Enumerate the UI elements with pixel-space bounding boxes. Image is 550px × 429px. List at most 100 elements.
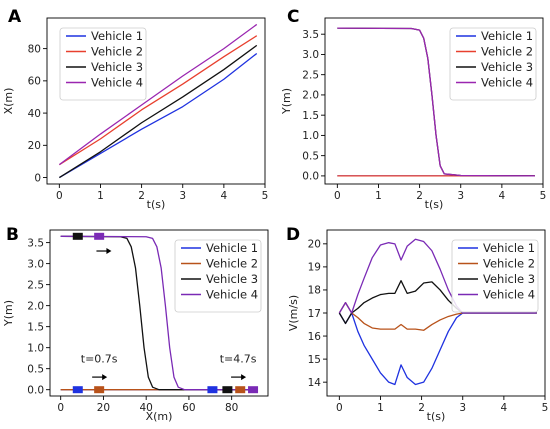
time-annotation: t=0.7s — [81, 352, 118, 365]
x-tick-label: 5 — [542, 402, 549, 414]
panel-label: C — [287, 7, 299, 27]
series-line-vehicle-2 — [338, 301, 537, 331]
y-tick-label: 17 — [308, 308, 321, 320]
x-tick-label: 80 — [225, 402, 238, 414]
x-tick-label: 2 — [416, 190, 423, 202]
legend-label: Vehicle 1 — [206, 241, 258, 255]
x-tick-label: 20 — [97, 402, 110, 414]
direction-arrow-head — [106, 248, 112, 255]
y-tick-label: 3.5 — [302, 29, 319, 41]
x-tick-label: 5 — [540, 190, 547, 202]
series-line-vehicle-3 — [338, 280, 537, 325]
legend-label: Vehicle 4 — [91, 76, 143, 90]
y-tick-label: 1.5 — [302, 110, 319, 122]
x-tick-label: 1 — [97, 190, 104, 202]
x-tick-label: 0 — [57, 402, 64, 414]
y-tick-label: 40 — [28, 108, 41, 120]
y-tick-label: 2.0 — [27, 300, 44, 312]
vehicle-marker — [248, 386, 259, 394]
vehicle-marker — [207, 386, 218, 394]
y-axis-label: Y(m) — [2, 300, 15, 327]
x-tick-label: 3 — [179, 190, 186, 202]
series-group — [337, 27, 535, 177]
y-tick-label: 3.0 — [27, 258, 44, 270]
x-tick-label: 5 — [262, 190, 269, 202]
y-tick-label: 0.0 — [302, 171, 319, 183]
series-line-vehicle-3 — [60, 235, 254, 391]
y-tick-label: 2.0 — [302, 90, 319, 102]
x-tick-label: 1 — [377, 402, 384, 414]
y-tick-label: 60 — [28, 76, 41, 88]
series-line-vehicle-4 — [58, 23, 258, 166]
series-line-vehicle-4 — [60, 235, 254, 391]
y-tick-label: 1.0 — [302, 130, 319, 142]
vehicle-marker — [235, 386, 246, 394]
panel-label: A — [8, 7, 22, 27]
x-axis-label: t(s) — [425, 198, 444, 211]
y-tick-label: 0 — [34, 172, 41, 184]
y-axis-label: X(m) — [2, 88, 15, 115]
y-tick-label: 3.0 — [302, 49, 319, 61]
y-tick-label: 16 — [308, 331, 322, 343]
axes-frame — [49, 229, 269, 397]
legend-label: Vehicle 3 — [206, 272, 258, 286]
legend-label: Vehicle 3 — [481, 60, 533, 74]
series-line-vehicle-3 — [58, 44, 258, 179]
axes-frame — [46, 17, 266, 185]
y-tick-label: 0.0 — [27, 384, 44, 396]
x-axis-label: t(s) — [147, 198, 166, 211]
x-tick-label: 1 — [375, 190, 382, 202]
legend-label: Vehicle 2 — [481, 45, 533, 59]
legend-label: Vehicle 1 — [483, 241, 535, 255]
y-tick-label: 2.5 — [302, 69, 319, 81]
panel-d: D 0 1 2 3 4 5 14 15 16 17 18 19 20 t(s) V(m/s) Vehicle 1… — [286, 225, 548, 423]
x-tick-label: 2 — [418, 402, 425, 414]
series-line-vehicle-2 — [58, 35, 258, 166]
y-tick-label: 20 — [308, 239, 321, 251]
x-tick-label: 0 — [56, 190, 63, 202]
vehicle-marker — [94, 386, 105, 394]
vehicle-marker — [222, 386, 233, 394]
legend-label: Vehicle 4 — [206, 288, 258, 302]
series-group — [338, 238, 537, 386]
vehicle-marker — [72, 232, 83, 240]
y-tick-label: 2.5 — [27, 279, 44, 291]
panel-label: B — [6, 225, 19, 245]
x-tick-label: 4 — [499, 190, 506, 202]
y-tick-label: 0.5 — [27, 363, 44, 375]
y-axis-label: V(m/s) — [287, 295, 300, 331]
y-tick-label: 20 — [28, 140, 41, 152]
y-tick-label: 18 — [308, 285, 321, 297]
x-axis-label: X(m) — [146, 410, 173, 423]
direction-arrow-head — [102, 374, 108, 381]
x-tick-label: 0 — [334, 190, 341, 202]
panel-label: D — [286, 225, 300, 245]
x-tick-label: 0 — [336, 402, 343, 414]
legend-label: Vehicle 3 — [91, 60, 143, 74]
y-tick-label: 1.0 — [27, 342, 44, 354]
legend-label: Vehicle 3 — [483, 272, 535, 286]
series-line-vehicle-4 — [338, 238, 537, 314]
x-tick-label: 4 — [221, 190, 228, 202]
vehicle-marker — [72, 386, 83, 394]
x-axis-label: t(s) — [427, 410, 446, 423]
y-tick-label: 80 — [28, 43, 41, 55]
legend-label: Vehicle 4 — [481, 76, 533, 90]
time-annotation: t=4.7s — [220, 352, 257, 365]
panel-b: B 0 20 40 60 80 0.0 0.5 1.0 1.5 2.0 2.5 3.0 3.5 X(m) Y(… — [2, 225, 269, 423]
y-axis-label: Y(m) — [280, 88, 293, 115]
legend-label: Vehicle 2 — [483, 257, 535, 271]
y-tick-label: 19 — [308, 262, 321, 274]
legend-label: Vehicle 2 — [206, 257, 258, 271]
y-tick-label: 0.5 — [302, 150, 319, 162]
panel-c: C 0 1 2 3 4 5 0.0 0.5 1.0 1.5 2.0 2.5 3.0 3.5 t(s) Y(m) V… — [280, 7, 546, 211]
y-tick-label: 3.5 — [27, 237, 44, 249]
y-tick-label: 1.5 — [27, 321, 44, 333]
x-tick-label: 60 — [182, 402, 195, 414]
series-line-vehicle-1 — [59, 52, 258, 179]
legend-label: Vehicle 1 — [91, 29, 143, 43]
